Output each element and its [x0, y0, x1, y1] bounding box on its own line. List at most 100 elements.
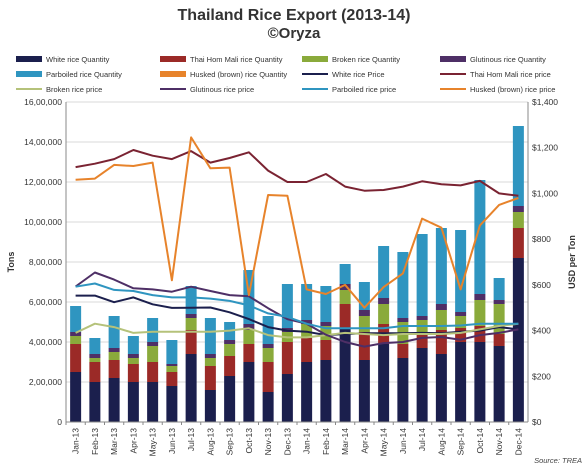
- y2-tick-label: $1,000: [532, 188, 558, 198]
- bar-segment-white-rice-quantity: [127, 382, 139, 422]
- legend-label: Thai Hom Mali rice Quantity: [190, 55, 283, 64]
- bar-segment-parboiled-rice-quantity: [397, 252, 409, 318]
- legend-label: Parboiled rice price: [332, 85, 396, 94]
- x-tick-label: May-14: [379, 428, 389, 457]
- bar-segment-glutinous-rice-quantity: [108, 348, 120, 352]
- bar-segment-white-rice-quantity: [358, 360, 370, 422]
- bar-segment-thai-hom-mali-rice-quantity: [108, 360, 120, 378]
- x-tick-label: Jul-13: [186, 428, 196, 451]
- bar-segment-parboiled-rice-quantity: [320, 286, 332, 322]
- bar-segment-parboiled-rice-quantity: [89, 338, 101, 354]
- bar-segment-glutinous-rice-quantity: [455, 312, 467, 316]
- bar-segment-parboiled-rice-quantity: [378, 246, 390, 298]
- bar-segment-broken-rice-quantity: [147, 346, 159, 362]
- y-tick-label: 8,00,000: [29, 257, 62, 267]
- bar-segment-parboiled-rice-quantity: [262, 316, 274, 344]
- bar-segment-white-rice-quantity: [243, 362, 255, 422]
- y-tick-label: 12,00,000: [24, 177, 62, 187]
- axes: 0 2,00,000 4,00,000 6,00,000 8,00,000 10,00,0…: [24, 97, 558, 456]
- bar-segment-parboiled-rice-quantity: [301, 284, 313, 320]
- bar-segment-glutinous-rice-quantity: [378, 298, 390, 304]
- legend-label: Thai Hom Mali rice price: [470, 70, 551, 79]
- y2-tick-label: $600: [532, 280, 551, 290]
- bar-segment-broken-rice-quantity: [108, 352, 120, 360]
- bar-segment-white-rice-quantity: [301, 362, 313, 422]
- line-broken-rice-price: [75, 322, 519, 339]
- x-tick-label: Jan-14: [302, 428, 312, 454]
- x-tick-label: Dec-14: [513, 428, 523, 456]
- bar-segment-parboiled-rice-quantity: [127, 336, 139, 354]
- bar-segment-glutinous-rice-quantity: [416, 316, 428, 320]
- bar-segment-white-rice-quantity: [281, 374, 293, 422]
- bar-segment-thai-hom-mali-rice-quantity: [243, 344, 255, 362]
- bar-segment-parboiled-rice-quantity: [147, 318, 159, 342]
- bar-segment-broken-rice-quantity: [89, 358, 101, 362]
- y2-axis-title: USD per Ton: [567, 235, 577, 289]
- bar-segment-glutinous-rice-quantity: [320, 322, 332, 326]
- bar-segment-parboiled-rice-quantity: [108, 316, 120, 348]
- bar-segment-white-rice-quantity: [147, 382, 159, 422]
- bar-segment-glutinous-rice-quantity: [301, 320, 313, 324]
- x-tick-label: Aug-14: [436, 428, 446, 456]
- bar-segment-parboiled-rice-quantity: [204, 318, 216, 354]
- x-tick-label: Sep-14: [456, 428, 466, 456]
- bar-segment-parboiled-rice-quantity: [474, 180, 486, 294]
- bar-segment-white-rice-quantity: [89, 382, 101, 422]
- bar-segment-thai-hom-mali-rice-quantity: [320, 340, 332, 360]
- y2-tick-label: $200: [532, 371, 551, 381]
- x-tick-label: Oct-13: [244, 428, 254, 454]
- bar-segment-parboiled-rice-quantity: [185, 286, 197, 314]
- bar-segment-glutinous-rice-quantity: [339, 284, 351, 290]
- bar-segment-broken-rice-quantity: [204, 358, 216, 366]
- bar-segment-broken-rice-quantity: [224, 344, 236, 356]
- bar-segment-thai-hom-mali-rice-quantity: [474, 326, 486, 342]
- bar-segment-parboiled-rice-quantity: [416, 234, 428, 316]
- legend-label: White rice Price: [332, 70, 385, 79]
- line-parboiled-rice-price: [75, 282, 519, 330]
- bar-segment-glutinous-rice-quantity: [147, 342, 159, 346]
- bar-segment-broken-rice-quantity: [358, 316, 370, 332]
- bar-segment-white-rice-quantity: [204, 390, 216, 422]
- y-tick-label: 14,00,000: [24, 137, 62, 147]
- y-tick-label: 2,00,000: [29, 377, 62, 387]
- y2-tick-label: $1,400: [532, 97, 558, 107]
- legend-swatch: [302, 56, 328, 62]
- bar-segment-broken-rice-quantity: [455, 316, 467, 328]
- bar-segment-white-rice-quantity: [108, 378, 120, 422]
- legend-label: Glutinous rice price: [190, 85, 254, 94]
- y-tick-label: 16,00,000: [24, 97, 62, 107]
- y-tick-label: 10,00,000: [24, 217, 62, 227]
- bar-segment-glutinous-rice-quantity: [512, 206, 524, 212]
- chart-subtitle: ©Oryza: [268, 25, 321, 42]
- bar-segment-thai-hom-mali-rice-quantity: [493, 334, 505, 346]
- legend-swatch: [440, 56, 466, 62]
- bar-segment-white-rice-quantity: [512, 258, 524, 422]
- bar-segment-white-rice-quantity: [262, 392, 274, 422]
- bar-segment-white-rice-quantity: [493, 346, 505, 422]
- bar-segment-white-rice-quantity: [166, 386, 178, 422]
- x-tick-label: Nov-13: [263, 428, 273, 456]
- y2-tick-label: $400: [532, 326, 551, 336]
- bar-segment-broken-rice-quantity: [320, 326, 332, 340]
- bar-segment-glutinous-rice-quantity: [204, 354, 216, 358]
- bar-segment-thai-hom-mali-rice-quantity: [416, 334, 428, 348]
- bar-segment-white-rice-quantity: [378, 344, 390, 422]
- line-thai-hom-mali-rice-price: [75, 149, 519, 197]
- y-tick-label: 4,00,000: [29, 337, 62, 347]
- y-tick-label: 6,00,000: [29, 297, 62, 307]
- legend-label: Broken rice price: [46, 85, 102, 94]
- bar-segment-white-rice-quantity: [185, 354, 197, 422]
- x-tick-label: Dec-13: [282, 428, 292, 456]
- legend-label: Husked (brown) rice price: [470, 85, 555, 94]
- x-tick-label: Apr-13: [128, 428, 138, 454]
- bar-segment-parboiled-rice-quantity: [70, 306, 82, 332]
- bar-segment-broken-rice-quantity: [493, 304, 505, 334]
- x-tick-label: Mar-13: [109, 428, 119, 455]
- bar-segment-glutinous-rice-quantity: [493, 300, 505, 304]
- x-tick-label: Aug-13: [205, 428, 215, 456]
- bar-segment-broken-rice-quantity: [185, 318, 197, 330]
- bar-segment-glutinous-rice-quantity: [435, 304, 447, 310]
- bar-segment-broken-rice-quantity: [378, 304, 390, 324]
- source-note: Source: TREA: [534, 456, 582, 465]
